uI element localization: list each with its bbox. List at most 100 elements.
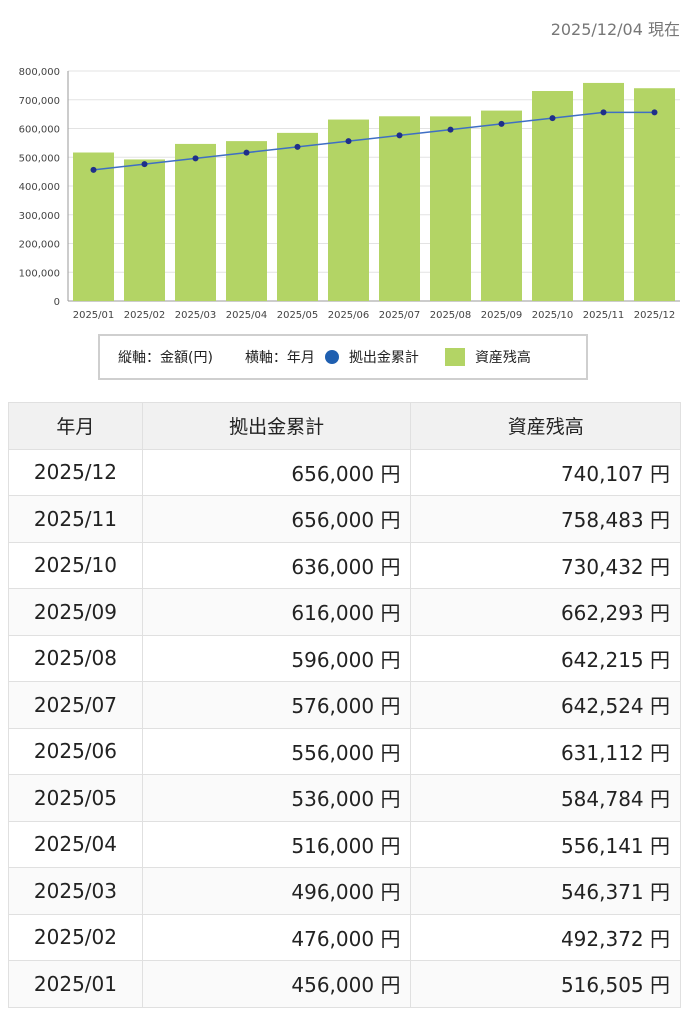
x-tick-label: 2025/01 <box>73 310 115 321</box>
cell-balance: 492,372 円 <box>410 913 681 961</box>
cell-month: 2025/01 <box>8 960 143 1008</box>
x-tick-label: 2025/11 <box>583 310 625 321</box>
y-tick-label: 700,000 <box>19 96 60 107</box>
table-row: 2025/04 516,000 円 556,141 円 <box>8 820 681 868</box>
legend-bar-label: 資産残高 <box>474 350 531 366</box>
asset-chart: 0 100,000 200,000 300,000 400,000 500,000 600,… <box>0 56 688 396</box>
asset-chart-svg: 0 100,000 200,000 300,000 400,000 500,000 600,… <box>19 67 680 321</box>
line-point <box>294 143 301 150</box>
x-tick-label: 2025/10 <box>532 310 574 321</box>
x-tick-label: 2025/12 <box>634 310 676 321</box>
line-point <box>90 166 97 173</box>
bar <box>532 91 573 302</box>
cell-month: 2025/12 <box>8 448 143 496</box>
line-marker-icon <box>324 350 339 364</box>
bar-swatch-icon <box>444 348 465 366</box>
cell-month: 2025/07 <box>8 681 143 729</box>
cell-contribution: 656,000 円 <box>141 448 412 496</box>
bar <box>226 141 267 301</box>
cell-balance: 662,293 円 <box>410 588 681 636</box>
line-point <box>192 155 199 162</box>
bar <box>481 110 522 301</box>
y-tick-label: 300,000 <box>19 211 60 222</box>
line-point <box>447 126 454 133</box>
table-row: 2025/07 576,000 円 642,524 円 <box>8 681 681 729</box>
x-tick-label: 2025/03 <box>175 310 217 321</box>
cell-month: 2025/06 <box>8 727 143 775</box>
header-month: 年月 <box>8 402 143 450</box>
y-tick-label: 800,000 <box>19 67 60 78</box>
line-point <box>600 109 607 116</box>
cell-month: 2025/05 <box>8 774 143 822</box>
bar <box>379 116 420 301</box>
cell-month: 2025/10 <box>8 541 143 589</box>
x-tick-label: 2025/07 <box>379 310 421 321</box>
bar <box>430 116 471 301</box>
cell-balance: 642,524 円 <box>410 681 681 729</box>
header-balance: 資産残高 <box>410 402 681 450</box>
table-row: 2025/02 476,000 円 492,372 円 <box>8 913 681 961</box>
line-point <box>498 120 505 127</box>
line-point <box>345 138 352 145</box>
cell-month: 2025/03 <box>8 867 143 915</box>
line-point <box>549 115 556 122</box>
cell-contribution: 516,000 円 <box>141 820 412 868</box>
bar <box>583 82 624 301</box>
y-tick-label: 600,000 <box>19 125 60 136</box>
cell-balance: 758,483 円 <box>410 495 681 543</box>
table-row: 2025/11 656,000 円 758,483 円 <box>8 495 681 543</box>
x-tick-label: 2025/08 <box>430 310 472 321</box>
cell-month: 2025/11 <box>8 495 143 543</box>
table-row: 2025/12 656,000 円 740,107 円 <box>8 448 681 496</box>
legend-x-axis: 横軸：年月 <box>244 350 315 366</box>
line-point <box>396 132 403 139</box>
y-tick-label: 400,000 <box>19 182 60 193</box>
legend-line-label: 拠出金累計 <box>348 350 419 366</box>
x-tick-label: 2025/05 <box>277 310 319 321</box>
chart-legend: 縦軸：金額(円) 横軸：年月 拠出金累計 資産残高 <box>98 334 588 380</box>
x-tick-label: 2025/02 <box>124 310 166 321</box>
table-row: 2025/09 616,000 円 662,293 円 <box>8 588 681 636</box>
cell-contribution: 656,000 円 <box>141 495 412 543</box>
history-table: 年月 拠出金累計 資産残高 2025/12 656,000 円 740,107 円 … <box>8 402 681 1008</box>
cell-contribution: 616,000 円 <box>141 588 412 636</box>
bar <box>277 132 318 301</box>
y-tick-label: 100,000 <box>19 268 60 279</box>
cell-balance: 556,141 円 <box>410 820 681 868</box>
line-point <box>651 109 658 116</box>
as-of-date: 2025/12/04 現在 <box>550 20 680 39</box>
cell-contribution: 636,000 円 <box>141 541 412 589</box>
cell-month: 2025/08 <box>8 634 143 682</box>
cell-contribution: 456,000 円 <box>141 960 412 1008</box>
cell-balance: 730,432 円 <box>410 541 681 589</box>
cell-contribution: 496,000 円 <box>141 867 412 915</box>
cell-month: 2025/09 <box>8 588 143 636</box>
cell-balance: 584,784 円 <box>410 774 681 822</box>
cell-balance: 631,112 円 <box>410 727 681 775</box>
cell-contribution: 576,000 円 <box>141 681 412 729</box>
cell-contribution: 536,000 円 <box>141 774 412 822</box>
legend-y-axis: 縦軸：金額(円) <box>118 350 213 366</box>
x-tick-label: 2025/09 <box>481 310 523 321</box>
cell-balance: 642,215 円 <box>410 634 681 682</box>
table-row: 2025/05 536,000 円 584,784 円 <box>8 774 681 822</box>
cell-month: 2025/04 <box>8 820 143 868</box>
bar <box>634 88 675 301</box>
cell-balance: 516,505 円 <box>410 960 681 1008</box>
line-point <box>243 149 250 156</box>
bar <box>124 159 165 301</box>
cell-month: 2025/02 <box>8 913 143 961</box>
bar <box>73 152 114 301</box>
line-point <box>141 161 148 168</box>
bar <box>328 119 369 301</box>
x-tick-label: 2025/04 <box>226 310 268 321</box>
x-tick-label: 2025/06 <box>328 310 370 321</box>
table-row: 2025/06 556,000 円 631,112 円 <box>8 727 681 775</box>
table-row: 2025/08 596,000 円 642,215 円 <box>8 634 681 682</box>
cell-contribution: 476,000 円 <box>141 913 412 961</box>
cell-contribution: 596,000 円 <box>141 634 412 682</box>
cell-balance: 546,371 円 <box>410 867 681 915</box>
table-row: 2025/01 456,000 円 516,505 円 <box>8 960 681 1008</box>
y-tick-label: 200,000 <box>19 240 60 251</box>
cell-balance: 740,107 円 <box>410 448 681 496</box>
